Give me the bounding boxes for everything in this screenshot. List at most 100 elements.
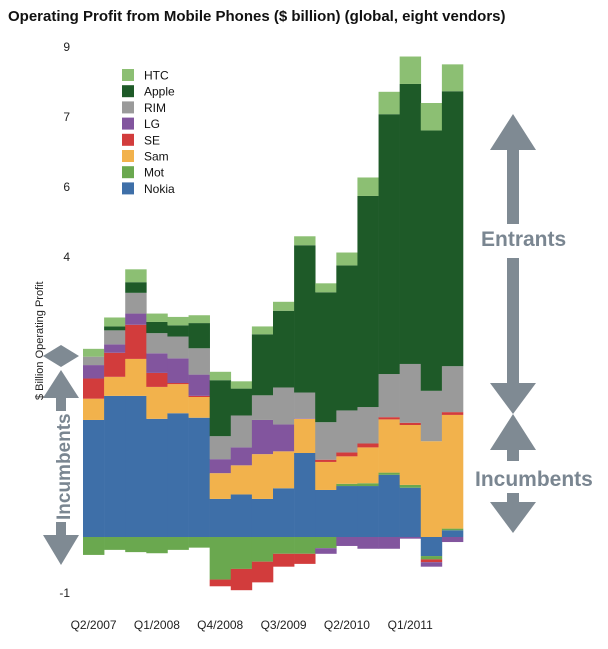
bar-segment-se	[146, 372, 168, 387]
bar-segment-htc	[83, 348, 105, 357]
x-tick-label: Q2/2007	[71, 618, 117, 632]
bar-segment-apple	[230, 388, 253, 416]
bar-segment-htc	[378, 91, 400, 115]
bar-segment-nokia	[104, 395, 126, 537]
bar-segment-rim	[251, 395, 274, 420]
bar-segment-htc	[104, 317, 126, 327]
bar-segment-se	[104, 352, 126, 377]
bar-segment-lg	[251, 419, 274, 455]
bar-segment-sam	[230, 465, 253, 495]
bar-segment-apple	[441, 91, 464, 367]
bar-segment-apple	[336, 265, 358, 411]
legend-label: Mot	[144, 166, 165, 180]
bar-segment-nokia	[294, 453, 316, 537]
bar-segment-apple	[378, 114, 400, 375]
bar-segment-sam	[188, 397, 210, 418]
bar-segment-nokia	[357, 486, 379, 537]
bar-segment-mot	[441, 528, 464, 531]
entrants-arrow-shaft	[507, 149, 519, 224]
bar-segment-htc	[167, 316, 189, 326]
bar-segment-sam	[104, 376, 126, 396]
bar-segment-nokia	[399, 487, 422, 537]
bar-segment-lg	[104, 344, 126, 353]
bar-segment-mot	[378, 472, 400, 475]
bar-segment-rim	[378, 374, 400, 418]
bar-segment-apple	[294, 245, 316, 393]
incumbents-arrow-shaft	[507, 493, 519, 503]
entrants-arrow-up-icon	[490, 114, 536, 150]
bar-segment-sam	[420, 441, 443, 537]
bars-layer	[83, 56, 464, 591]
bar-segment-se	[357, 443, 379, 448]
bar-segment-apple	[146, 321, 168, 334]
bar-segment-lg	[273, 424, 295, 452]
bar-segment-sam	[336, 456, 358, 484]
bar-segment-htc	[357, 177, 379, 196]
bar-segment-lg	[230, 447, 253, 466]
bar-segment-sam	[125, 358, 147, 396]
legend-swatch	[122, 85, 134, 98]
bar-segment-se	[230, 568, 253, 591]
bar-segment-rim	[230, 415, 253, 448]
bar-segment-nokia	[378, 474, 400, 537]
y-tick-label: 7	[63, 110, 70, 124]
bar-segment-apple	[167, 325, 189, 337]
entrants-arrow-shaft	[507, 258, 519, 384]
bar-segment-lg	[399, 537, 422, 539]
bar-segment-sam	[146, 386, 168, 419]
bar-segment-nokia	[125, 395, 147, 537]
bar-segment-apple	[209, 380, 232, 437]
incumbents-annotation-right: Incumbents	[475, 468, 593, 491]
legend-label: Nokia	[144, 182, 175, 196]
bar-segment-lg	[420, 562, 443, 567]
bar-segment-sam	[441, 414, 464, 529]
bar-segment-lg	[125, 313, 147, 325]
bar-segment-htc	[146, 313, 168, 322]
bar-segment-apple	[125, 282, 147, 293]
bar-segment-htc	[294, 236, 316, 246]
legend-swatch	[122, 150, 134, 162]
bar-segment-se	[209, 579, 232, 587]
bar-segment-nokia	[167, 413, 189, 537]
bar-segment-se	[294, 553, 316, 564]
axes-layer: 109764-1Q2/2007Q1/2008Q4/2008Q3/2009Q2/2…	[59, 40, 433, 632]
legend-label: LG	[144, 117, 160, 131]
left-arrow-up-icon	[43, 370, 79, 398]
left-arrow-shaft	[56, 522, 66, 536]
bar-segment-mot	[273, 537, 295, 554]
bar-segment-se	[441, 412, 464, 415]
bar-segment-mot	[294, 537, 316, 554]
legend-label: SE	[144, 133, 160, 147]
bar-segment-htc	[336, 252, 358, 266]
bar-segment-htc	[251, 326, 274, 335]
entrants-arrow-down-icon	[490, 383, 536, 414]
bar-segment-mot	[188, 537, 210, 548]
legend-label: Sam	[144, 150, 169, 164]
bar-segment-rim	[294, 392, 316, 419]
bar-segment-sam	[357, 447, 379, 484]
bar-segment-apple	[188, 323, 210, 349]
arrows-layer	[43, 114, 536, 565]
bar-segment-mot	[230, 537, 253, 569]
bar-segment-htc	[399, 56, 422, 84]
bar-segment-apple	[104, 326, 126, 331]
y-tick-label: -1	[59, 586, 70, 600]
bar-segment-se	[336, 452, 358, 457]
bar-segment-sam	[251, 454, 274, 499]
bar-segment-htc	[441, 64, 464, 92]
bar-segment-se	[420, 559, 443, 563]
legend: HTC Apple RIM LG SE Sam Mot Nokia	[122, 69, 175, 196]
x-tick-label: Q4/2008	[197, 618, 243, 632]
bar-segment-rim	[315, 422, 337, 460]
legend-swatch	[122, 117, 134, 130]
y-tick-label: 6	[63, 180, 70, 194]
bar-segment-rim	[273, 387, 295, 425]
bar-segment-sam	[378, 419, 400, 473]
bar-segment-nokia	[251, 498, 274, 537]
bar-segment-nokia	[146, 418, 168, 537]
legend-label: HTC	[144, 69, 169, 83]
bar-segment-apple	[420, 130, 443, 391]
bar-segment-lg	[146, 353, 168, 373]
bar-segment-apple	[273, 310, 295, 388]
y-axis-label: $ Billion Operating Profit	[34, 281, 46, 400]
